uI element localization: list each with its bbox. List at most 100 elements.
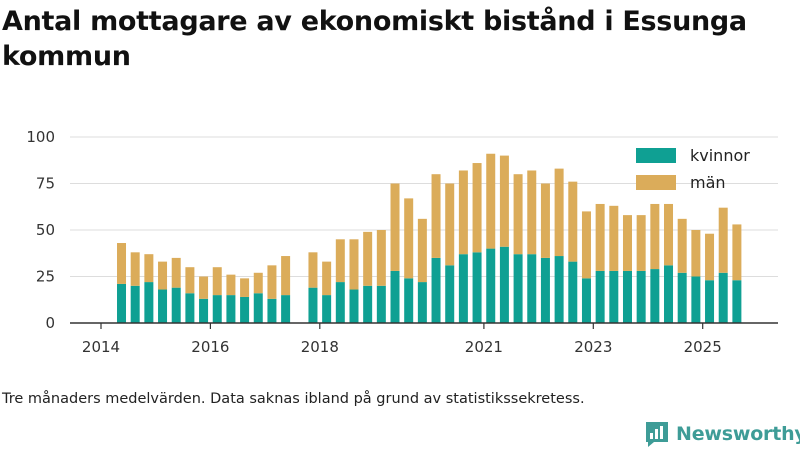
y-axis-ticks: 0 25 50 75 100	[26, 128, 55, 332]
y-tick-label: 0	[45, 314, 55, 332]
chart-title: Antal mottagare av ekonomiskt bistånd i …	[2, 6, 747, 72]
bar-man	[281, 256, 291, 296]
bar-group	[540, 183, 550, 323]
bar-kvinnor	[240, 296, 250, 323]
y-tick-label: 100	[26, 128, 55, 146]
bar-man	[650, 203, 660, 270]
x-tick-label: 2021	[465, 338, 503, 356]
bar-group	[595, 203, 605, 323]
bar-group	[705, 233, 715, 323]
bar-man	[486, 153, 496, 249]
bar-group	[322, 261, 332, 323]
bar-man	[171, 257, 181, 288]
bar-kvinnor	[185, 293, 195, 323]
bar-group	[636, 215, 646, 323]
bar-kvinnor	[212, 295, 222, 323]
bar-kvinnor	[499, 246, 509, 323]
bar-man	[664, 203, 674, 266]
bar-kvinnor	[253, 293, 263, 323]
bar-group	[390, 183, 400, 323]
bar-kvinnor	[130, 285, 140, 323]
bar-man	[130, 252, 140, 286]
bar-group	[581, 211, 591, 323]
bar-kvinnor	[226, 295, 236, 323]
bar-kvinnor	[527, 254, 537, 323]
legend: kvinnor män	[636, 146, 750, 192]
bar-man	[308, 252, 318, 288]
bar-man	[376, 230, 386, 286]
bar-man	[431, 174, 441, 258]
bar-kvinnor	[458, 254, 468, 323]
bar-kvinnor	[472, 252, 482, 323]
bar-kvinnor	[144, 282, 154, 323]
footnote: Tre månaders medelvärden. Data saknas ib…	[2, 391, 585, 407]
bar-group	[622, 215, 632, 323]
bar-man	[226, 274, 236, 296]
bar-group	[458, 170, 468, 323]
bar-kvinnor	[609, 270, 619, 323]
x-axis: 2014 2016 2018 2021 2023 2025	[70, 322, 778, 356]
bar-man	[267, 265, 277, 299]
bar-kvinnor	[718, 272, 728, 323]
newsworthy-logo[interactable]: Newsworthy	[644, 420, 800, 448]
bar-man	[568, 181, 578, 262]
bar-group	[718, 207, 728, 323]
bar-group	[499, 155, 509, 323]
legend-swatch-man	[636, 175, 676, 190]
bar-man	[581, 211, 591, 279]
bar-man	[458, 170, 468, 255]
bar-man	[595, 203, 605, 271]
bar-man	[335, 239, 345, 283]
bar-kvinnor	[335, 282, 345, 323]
bar-kvinnor	[554, 256, 564, 323]
bar-man	[622, 215, 632, 271]
bar-group	[431, 174, 441, 323]
bar-group	[513, 174, 523, 323]
bar-man	[417, 218, 427, 283]
bar-man	[718, 207, 728, 273]
bar-kvinnor	[622, 270, 632, 323]
bar-man	[513, 174, 523, 255]
bar-kvinnor	[267, 298, 277, 323]
bar-group	[554, 168, 564, 323]
bar-kvinnor	[363, 285, 373, 323]
bar-group	[568, 181, 578, 323]
bar-man	[349, 239, 359, 290]
bar-man	[472, 163, 482, 253]
y-tick-label: 25	[36, 268, 55, 286]
bar-man	[144, 254, 154, 283]
y-tick-label: 75	[36, 175, 55, 193]
bar-kvinnor	[117, 283, 127, 323]
bar-group	[144, 254, 154, 323]
bar-man	[554, 168, 564, 257]
bar-group	[650, 203, 660, 323]
bar-group	[171, 257, 181, 323]
bar-group	[664, 203, 674, 323]
bar-man	[185, 267, 195, 294]
newsworthy-logo-icon	[646, 422, 668, 447]
bar-group	[691, 230, 701, 323]
bar-man	[499, 155, 509, 247]
bar-kvinnor	[568, 261, 578, 323]
x-tick-label: 2018	[301, 338, 339, 356]
bar-kvinnor	[581, 278, 591, 323]
bar-kvinnor	[677, 272, 687, 323]
bar-group	[226, 274, 236, 323]
bar-man	[677, 218, 687, 273]
bar-man	[445, 183, 455, 266]
bar-kvinnor	[199, 298, 209, 323]
bar-kvinnor	[595, 270, 605, 323]
bar-group	[417, 218, 427, 323]
bar-group	[199, 276, 209, 323]
legend-label: män	[690, 173, 726, 192]
y-tick-label: 50	[36, 221, 55, 239]
bar-kvinnor	[664, 265, 674, 323]
bar-group	[376, 230, 386, 323]
bar-kvinnor	[171, 287, 181, 323]
bar-kvinnor	[404, 278, 414, 323]
x-tick-label: 2023	[574, 338, 612, 356]
bar-group	[308, 252, 318, 323]
bar-group	[281, 256, 291, 323]
bar-group	[240, 278, 250, 323]
bar-kvinnor	[308, 287, 318, 323]
